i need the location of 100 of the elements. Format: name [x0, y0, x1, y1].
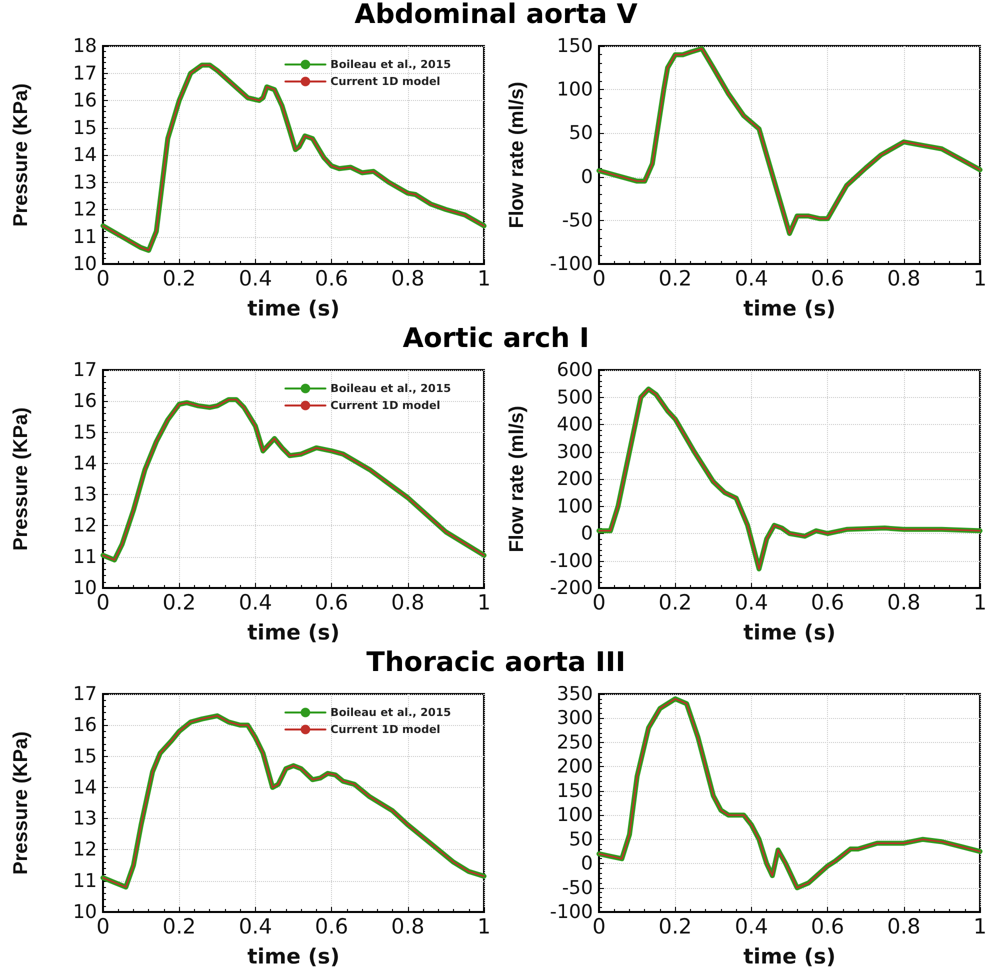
x-tick-label: 0.4	[238, 266, 272, 290]
y-tick-label: 14	[72, 144, 97, 166]
y-tick-label: 17	[72, 683, 97, 705]
y-tick-label: 17	[72, 359, 97, 381]
x-tick-label: 0.4	[734, 590, 768, 614]
y-tick-label: 15	[72, 745, 97, 768]
y-tick-label: 16	[72, 714, 97, 736]
y-tick-label: 14	[72, 776, 97, 798]
y-tick-label: 15	[72, 116, 97, 139]
y-axis-title: Pressure (KPa)	[10, 407, 32, 551]
y-axis-title: Pressure (KPa)	[10, 731, 32, 875]
x-tick-label: 0.4	[734, 266, 768, 290]
y-tick-label: 200	[556, 756, 593, 778]
x-axis-title: time (s)	[247, 944, 340, 968]
chart-title: Abdominal aorta V	[353, 0, 639, 30]
y-tick-label: 16	[72, 390, 97, 412]
legend-label: Current 1D model	[330, 723, 440, 736]
x-tick-label: 0.8	[887, 266, 921, 290]
x-tick-label: 1	[477, 266, 491, 290]
x-tick-label: 0.2	[162, 590, 196, 614]
x-tick-label: 0.6	[314, 590, 348, 614]
x-tick-label: 0.4	[734, 914, 768, 938]
x-tick-label: 0.4	[238, 914, 272, 938]
y-tick-label: 500	[556, 386, 593, 408]
chart-title: Aortic arch I	[402, 323, 590, 354]
y-tick-label: 400	[556, 414, 593, 436]
legend-label: Current 1D model	[330, 399, 440, 412]
x-tick-label: 0.6	[314, 266, 348, 290]
y-tick-label: 600	[556, 359, 593, 381]
legend-label: Boileau et al., 2015	[330, 706, 452, 719]
x-tick-label: 0.8	[391, 266, 425, 290]
x-tick-label: 0.8	[391, 590, 425, 614]
x-axis-title: time (s)	[247, 296, 340, 320]
x-tick-label: 1	[477, 914, 491, 938]
y-tick-label: 14	[72, 452, 97, 474]
x-tick-label: 0.2	[658, 914, 692, 938]
y-tick-label: 16	[72, 90, 97, 112]
y-tick-label: 50	[568, 828, 593, 850]
y-tick-label: 100	[556, 78, 593, 101]
x-tick-label: 0.2	[162, 266, 196, 290]
x-tick-label: 1	[973, 590, 987, 614]
y-tick-label: 300	[556, 707, 593, 730]
y-tick-label: 0	[580, 166, 593, 188]
y-tick-label: 150	[556, 35, 593, 57]
y-tick-label: 50	[568, 122, 593, 144]
y-tick-label: -50	[562, 876, 593, 899]
y-tick-label: 10	[72, 253, 97, 275]
y-tick-label: 100	[556, 495, 593, 518]
x-tick-label: 0.8	[887, 590, 921, 614]
x-axis-title: time (s)	[247, 620, 340, 644]
legend-label: Boileau et al., 2015	[330, 58, 452, 71]
y-tick-label: 250	[556, 731, 593, 754]
y-tick-label: -100	[550, 550, 593, 572]
x-axis-title: time (s)	[743, 944, 836, 968]
y-axis-title: Flow rate (ml/s)	[506, 82, 528, 228]
legend-label: Boileau et al., 2015	[330, 382, 452, 395]
y-tick-label: 13	[72, 808, 97, 830]
x-tick-label: 1	[477, 590, 491, 614]
x-tick-label: 0.4	[238, 590, 272, 614]
x-tick-label: 0.6	[810, 590, 844, 614]
y-tick-label: 10	[72, 577, 97, 599]
chart-title: Thoracic aorta III	[365, 647, 627, 678]
y-tick-label: 11	[72, 870, 97, 892]
y-tick-label: -100	[550, 901, 593, 923]
x-tick-label: 0.2	[162, 914, 196, 938]
y-tick-label: -100	[550, 253, 593, 275]
x-tick-label: 1	[973, 266, 987, 290]
x-tick-label: 0.6	[314, 914, 348, 938]
y-tick-label: 100	[556, 804, 593, 826]
x-tick-label: 0.6	[810, 914, 844, 938]
y-tick-label: 11	[72, 546, 97, 568]
legend-label: Current 1D model	[330, 75, 440, 88]
y-tick-label: -50	[562, 209, 593, 232]
x-axis-title: time (s)	[743, 620, 836, 644]
y-tick-label: 0	[580, 852, 593, 875]
y-tick-label: 0	[580, 522, 593, 544]
y-tick-label: 12	[72, 838, 97, 861]
x-tick-label: 0.8	[887, 914, 921, 938]
x-tick-label: 0.2	[658, 266, 692, 290]
y-tick-label: 11	[72, 226, 97, 248]
y-tick-label: 18	[72, 35, 97, 57]
x-tick-label: 0.8	[391, 914, 425, 938]
y-tick-label: 300	[556, 440, 593, 463]
y-tick-label: -200	[550, 577, 593, 599]
y-axis-title: Pressure (KPa)	[10, 83, 32, 227]
x-axis-title: time (s)	[743, 296, 836, 320]
y-tick-label: 350	[556, 683, 593, 705]
y-tick-label: 15	[72, 421, 97, 444]
y-axis-title: Flow rate (ml/s)	[506, 406, 528, 552]
y-tick-label: 13	[72, 484, 97, 506]
x-tick-label: 1	[973, 914, 987, 938]
x-tick-label: 0.2	[658, 590, 692, 614]
y-tick-label: 12	[72, 514, 97, 537]
y-tick-label: 17	[72, 62, 97, 84]
y-tick-label: 150	[556, 780, 593, 802]
x-tick-label: 0.6	[810, 266, 844, 290]
y-tick-label: 200	[556, 468, 593, 490]
y-tick-label: 13	[72, 171, 97, 194]
y-tick-label: 10	[72, 901, 97, 923]
y-tick-label: 12	[72, 198, 97, 220]
